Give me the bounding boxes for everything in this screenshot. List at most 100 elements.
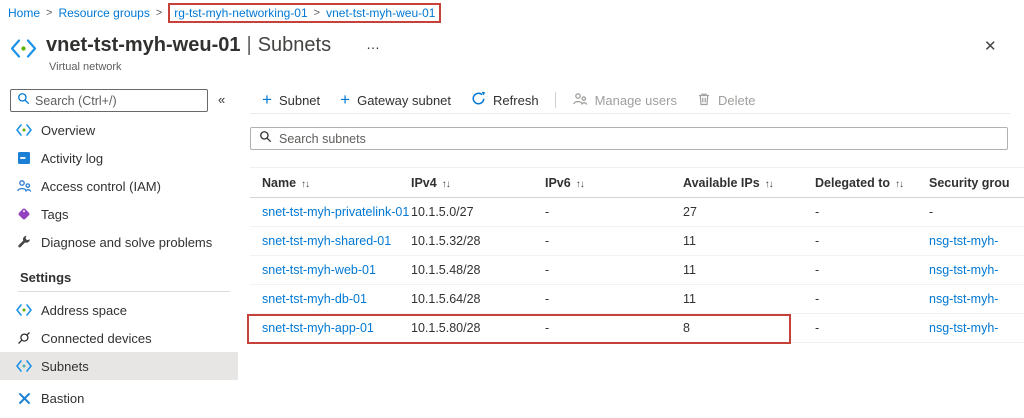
delegated-to-cell: -: [815, 321, 820, 335]
search-icon: [17, 92, 30, 110]
sidebar-item-label: Address space: [41, 302, 127, 318]
column-header-name[interactable]: Name ↑↓: [262, 175, 310, 190]
breadcrumb-home[interactable]: Home: [8, 6, 41, 20]
delegated-to-cell: -: [815, 234, 820, 248]
sidebar-search-box[interactable]: [10, 89, 208, 112]
add-gateway-subnet-button[interactable]: + Gateway subnet: [330, 88, 461, 112]
breadcrumb-separator: >: [46, 7, 53, 19]
available-ips-cell: 11: [683, 234, 696, 248]
toolbar-separator: [554, 92, 556, 108]
column-header-available-ips[interactable]: Available IPs ↑↓: [683, 175, 774, 190]
manage-users-button: Manage users: [562, 88, 687, 112]
security-group-link[interactable]: nsg-tst-myh-: [929, 292, 999, 306]
available-ips-cell: 11: [683, 263, 696, 277]
resource-type-label: Virtual network: [49, 61, 122, 73]
sidebar-item-connected-devices[interactable]: Connected devices: [0, 324, 238, 352]
delegated-to-cell: -: [815, 263, 820, 277]
sidebar-item-address-space[interactable]: Address space: [0, 296, 238, 324]
subnet-search-box[interactable]: [250, 127, 1008, 150]
ipv4-cell: 10.1.5.0/27: [411, 205, 474, 219]
subnet-link[interactable]: snet-tst-myh-web-01: [262, 263, 376, 277]
breadcrumb-resource-group-name[interactable]: rg-tst-myh-networking-01: [174, 6, 308, 20]
wrench-icon: [16, 234, 32, 250]
table-row-highlighted[interactable]: snet-tst-myh-app-01 10.1.5.80/28 - 8 - n…: [250, 314, 1024, 343]
breadcrumb-separator: >: [313, 7, 321, 19]
sidebar-item-bastion[interactable]: Bastion: [0, 384, 238, 412]
plus-icon: +: [340, 89, 351, 109]
refresh-button[interactable]: Refresh: [461, 88, 549, 112]
sidebar-item-label: Bastion: [41, 390, 85, 406]
subnet-link[interactable]: snet-tst-myh-privatelink-01: [262, 205, 410, 219]
plus-icon: +: [262, 89, 272, 109]
add-gateway-subnet-label: Gateway subnet: [357, 92, 452, 108]
security-group-link[interactable]: nsg-tst-myh-: [929, 234, 999, 248]
tag-icon: [16, 206, 32, 222]
security-group-link[interactable]: nsg-tst-myh-: [929, 321, 999, 335]
breadcrumb-separator: >: [155, 7, 163, 19]
command-bar: + Subnet + Gateway subnet Refresh: [252, 88, 766, 112]
subnet-link[interactable]: snet-tst-myh-app-01: [262, 321, 374, 335]
ipv6-cell: -: [545, 205, 550, 219]
available-ips-cell: 27: [683, 205, 697, 219]
sidebar: « Overview Activity log: [0, 85, 238, 418]
sidebar-item-label: Activity log: [41, 150, 104, 166]
security-group-link[interactable]: nsg-tst-myh-: [929, 263, 999, 277]
title-separator: |: [246, 34, 252, 56]
ipv4-cell: 10.1.5.48/28: [411, 263, 481, 277]
sidebar-item-diagnose[interactable]: Diagnose and solve problems: [0, 228, 238, 256]
sidebar-item-label: Diagnose and solve problems: [41, 234, 213, 250]
sidebar-item-label: Tags: [41, 206, 69, 222]
sidebar-item-access-control[interactable]: Access control (IAM): [0, 172, 238, 200]
column-header-ipv6[interactable]: IPv6 ↑↓: [545, 175, 585, 190]
breadcrumb-vnet-name[interactable]: vnet-tst-myh-weu-01: [326, 6, 436, 20]
subnet-link[interactable]: snet-tst-myh-db-01: [262, 292, 367, 306]
blade-name: Subnets: [257, 34, 332, 56]
people-icon: [572, 92, 588, 109]
sidebar-item-label: Access control (IAM): [41, 178, 161, 194]
table-row[interactable]: snet-tst-myh-web-01 10.1.5.48/28 - 11 - …: [250, 256, 1024, 285]
add-subnet-button[interactable]: + Subnet: [252, 88, 330, 112]
sidebar-item-overview[interactable]: Overview: [0, 116, 238, 144]
page-title: vnet-tst-myh-weu-01 | Subnets: [46, 34, 331, 57]
subnet-search-input[interactable]: [279, 131, 999, 146]
ipv4-cell: 10.1.5.64/28: [411, 292, 481, 306]
sidebar-item-tags[interactable]: Tags: [0, 200, 238, 228]
ipv4-cell: 10.1.5.32/28: [411, 234, 481, 248]
sidebar-search-input[interactable]: [35, 93, 185, 108]
sort-icon: ↑↓: [575, 178, 585, 190]
sidebar-settings-header: Settings: [20, 270, 72, 285]
column-header-delegated-to[interactable]: Delegated to ↑↓: [815, 175, 904, 190]
column-header-ipv4[interactable]: IPv4 ↑↓: [411, 175, 451, 190]
ipv4-cell: 10.1.5.80/28: [411, 321, 481, 335]
sidebar-item-label: Subnets: [41, 358, 89, 374]
security-group-cell: -: [929, 205, 934, 219]
table-row[interactable]: snet-tst-myh-shared-01 10.1.5.32/28 - 11…: [250, 227, 1024, 256]
settings-divider: [18, 291, 230, 292]
delegated-to-cell: -: [815, 292, 820, 306]
delegated-to-cell: -: [815, 205, 820, 219]
sidebar-item-activity-log[interactable]: Activity log: [0, 144, 238, 172]
more-actions-icon[interactable]: …: [366, 36, 381, 52]
delete-button: Delete: [687, 88, 766, 112]
toolbar-divider: [250, 113, 1010, 114]
subnet-icon: [16, 358, 32, 374]
breadcrumb-resource-groups[interactable]: Resource groups: [58, 6, 150, 20]
close-icon[interactable]: ✕: [984, 38, 997, 55]
ipv6-cell: -: [545, 234, 550, 248]
subnets-table: Name ↑↓ IPv4 ↑↓ IPv6 ↑↓ Available IPs ↑↓ Del…: [250, 167, 1024, 343]
refresh-label: Refresh: [493, 92, 539, 108]
collapse-sidebar-icon[interactable]: «: [218, 92, 226, 107]
sidebar-item-label: Overview: [41, 122, 96, 138]
table-row[interactable]: snet-tst-myh-db-01 10.1.5.64/28 - 11 - n…: [250, 285, 1024, 314]
ipv6-cell: -: [545, 292, 550, 306]
refresh-icon: [471, 91, 486, 109]
table-row[interactable]: snet-tst-myh-privatelink-01 10.1.5.0/27 …: [250, 198, 1024, 227]
subnet-link[interactable]: snet-tst-myh-shared-01: [262, 234, 392, 248]
annotation-box-breadcrumb: rg-tst-myh-networking-01 > vnet-tst-myh-…: [168, 3, 442, 23]
column-header-security-group[interactable]: Security grou: [929, 175, 1010, 190]
activity-log-icon: [16, 150, 32, 166]
sidebar-item-subnets[interactable]: Subnets: [0, 352, 238, 380]
resource-name: vnet-tst-myh-weu-01: [46, 34, 241, 56]
available-ips-cell: 8: [683, 321, 690, 335]
connected-devices-icon: [16, 330, 32, 346]
